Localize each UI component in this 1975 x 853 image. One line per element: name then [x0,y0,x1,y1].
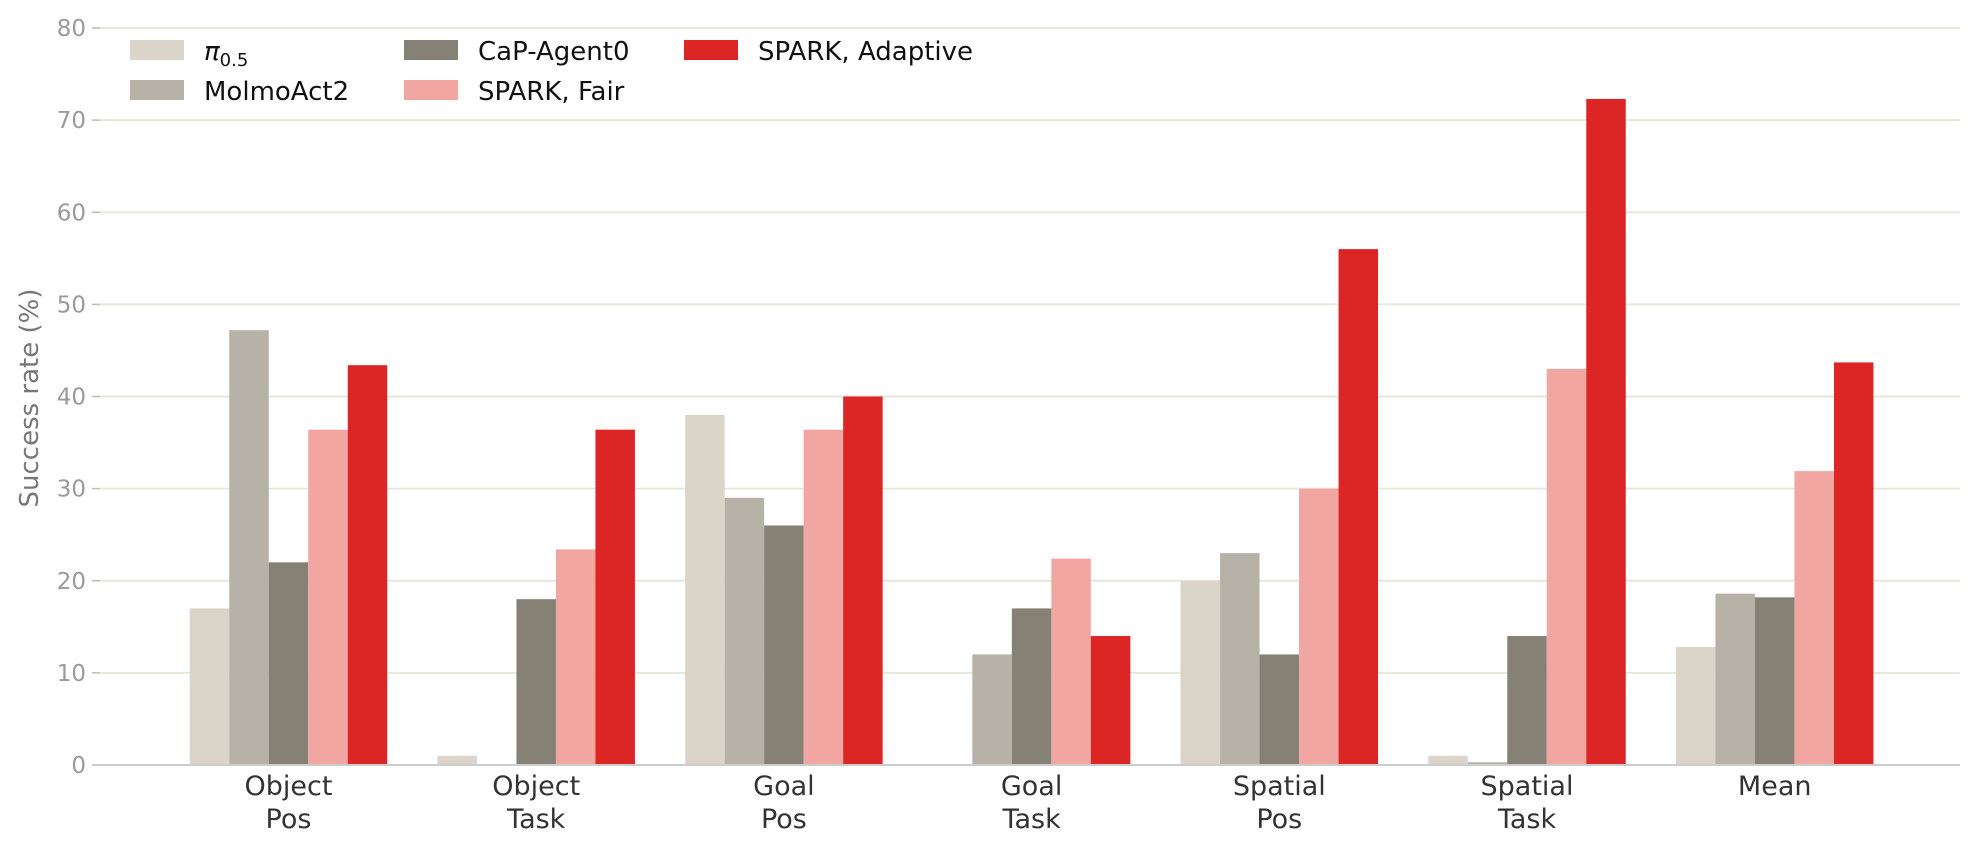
bar [1467,762,1508,765]
bar [972,654,1012,765]
bar [1011,608,1052,765]
bar [437,755,477,765]
x-tick-label: Spatial Pos [1233,771,1326,835]
y-tick-label: 50 [57,292,86,318]
legend-swatch [404,40,458,60]
series-5 [347,98,1874,766]
x-axis-labels: Object Pos Object Task Goal Pos Goal Task Spatia… [245,771,1812,835]
x-tick-label: Spatial Task [1481,771,1574,835]
bar [1794,471,1834,765]
bar [1507,636,1547,765]
legend-item: MolmoAct2 [130,77,349,107]
y-axis-title: Success rate (%) [15,289,45,508]
bar [229,330,269,765]
series-2 [229,330,1755,765]
bar [1220,553,1260,765]
bar [1338,249,1379,766]
x-tick-label: Mean [1738,771,1812,802]
bar [268,562,309,765]
legend-label: SPARK, Fair [478,77,625,107]
legend-swatch [130,40,184,60]
legend-swatch [130,80,184,100]
bar [1586,98,1626,765]
x-tick-label: Object Task [492,771,580,835]
series-4 [308,368,1834,765]
y-axis-ticks: 0 10 20 30 40 50 60 70 80 [57,16,100,779]
legend-label: MolmoAct2 [204,77,349,107]
legend-item: CaP-Agent0 [404,37,630,67]
bar [1546,368,1587,765]
grid-lines [100,27,1960,674]
x-tick-label: Goal Pos [753,771,815,835]
bar [1715,593,1755,765]
legend-item: π0.5 [130,37,248,71]
bar [724,497,765,765]
bar [189,608,230,765]
legend-item: SPARK, Adaptive [684,37,973,67]
bar [1428,755,1468,765]
bar [843,396,883,765]
legend-label: π0.5 [204,37,248,71]
bar [516,599,556,765]
bar [1754,597,1795,765]
y-tick-label: 30 [57,477,86,503]
bar [1051,558,1091,765]
bar [1833,362,1874,765]
bar [347,365,388,765]
bar [1299,488,1339,765]
y-tick-label: 40 [57,385,86,411]
series-1 [189,414,1716,765]
bar [764,525,804,765]
legend: π0.5 MolmoAct2 CaP-Agent0 SPARK, Fair SPARK,… [130,37,973,107]
bar [685,414,725,765]
y-tick-label: 20 [57,569,86,595]
legend-label: CaP-Agent0 [478,37,630,67]
bar [1675,647,1716,765]
bar [308,429,348,765]
bar [1180,580,1221,765]
bar [555,549,596,765]
legend-item: SPARK, Fair [404,77,625,107]
bar [595,429,635,765]
y-tick-label: 0 [71,753,86,779]
x-tick-label: Object Pos [245,771,333,835]
bars [189,98,1874,766]
bar [803,429,844,765]
bar [1259,654,1300,765]
legend-swatch [404,80,458,100]
y-tick-label: 60 [57,200,86,226]
y-tick-label: 80 [57,16,86,42]
y-tick-label: 10 [57,661,86,687]
bar [1090,636,1131,765]
legend-label: SPARK, Adaptive [758,37,973,67]
legend-swatch [684,40,738,60]
series-3 [268,525,1795,765]
x-tick-label: Goal Task [1001,771,1063,835]
y-tick-label: 70 [57,108,86,134]
